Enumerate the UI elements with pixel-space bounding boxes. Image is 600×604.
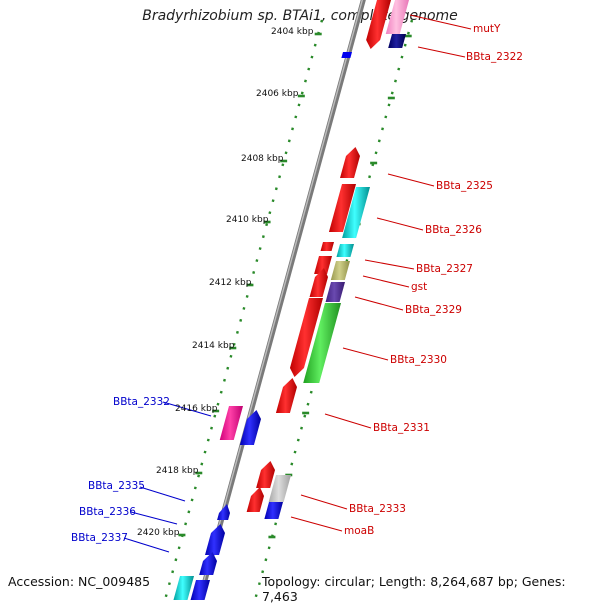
label-leader-line — [376, 217, 424, 231]
gene-label-bbta-2327[interactable]: BBta_2327 — [416, 263, 473, 275]
label-leader-line — [342, 347, 389, 361]
label-leader-line — [387, 173, 435, 187]
gene-bbta-2325-block[interactable] — [340, 147, 360, 178]
gene-label-bbta-2333[interactable]: BBta_2333 — [349, 503, 406, 515]
label-leader-line — [362, 275, 410, 288]
label-leader-line — [300, 494, 348, 510]
gene-red-2327b-block[interactable] — [314, 256, 332, 274]
label-leader-line — [409, 14, 472, 30]
gene-bbta-2326-block[interactable] — [342, 187, 370, 238]
gene-label-bbta-2335[interactable]: BBta_2335 — [88, 480, 145, 492]
gene-bbta-2335-block[interactable] — [217, 504, 230, 520]
tick-label-2418: 2418 kbp — [156, 466, 199, 476]
tick-label-2412: 2412 kbp — [209, 278, 252, 288]
label-leader-line — [354, 296, 404, 311]
gene-label-mutY[interactable]: mutY — [473, 23, 501, 35]
gene-bbta-2336-block[interactable] — [205, 524, 225, 555]
label-leader-line — [324, 413, 372, 429]
label-leader-line — [123, 537, 170, 553]
gene-bbta-2331-block[interactable] — [275, 378, 297, 413]
label-leader-line — [364, 259, 415, 270]
tick-label-2404: 2404 kbp — [271, 27, 314, 37]
gene-bbta-2325b-block[interactable] — [328, 184, 356, 232]
gene-label-moaB[interactable]: moaB — [344, 525, 374, 537]
gene-mutY-block[interactable] — [366, 0, 391, 49]
tick-label-2406: 2406 kbp — [256, 89, 299, 99]
label-leader-line — [139, 486, 186, 502]
gene-small-red-block[interactable] — [320, 242, 334, 251]
tick-label-2408: 2408 kbp — [241, 154, 284, 164]
gene-bbta-2332-block[interactable] — [219, 406, 243, 440]
accession-text: Accession: NC_009485 — [8, 574, 151, 589]
genome-backbone-highlight — [198, 0, 363, 600]
label-leader-line — [130, 511, 178, 525]
tick-label-2410: 2410 kbp — [226, 215, 269, 225]
gene-red-gst-block[interactable] — [309, 268, 328, 297]
gene-label-gst[interactable]: gst — [411, 281, 427, 293]
gene-label-bbta-2329[interactable]: BBta_2329 — [405, 304, 462, 316]
label-leader-group — [123, 14, 472, 553]
gene-label-bbta-2325[interactable]: BBta_2325 — [436, 180, 493, 192]
tick-label-2420: 2420 kbp — [137, 528, 180, 538]
label-leader-line — [290, 516, 343, 532]
outer-tick-track — [253, 19, 414, 600]
gene-label-bbta-2332[interactable]: BBta_2332 — [113, 396, 170, 408]
gene-label-bbta-2330[interactable]: BBta_2330 — [390, 354, 447, 366]
gene-blue-bottom-block[interactable] — [190, 580, 210, 600]
label-leader-line — [162, 401, 212, 417]
gene-cyan-bottom-block[interactable] — [173, 576, 194, 600]
gene-bbta-2329-block[interactable] — [325, 282, 345, 302]
gene-group — [173, 0, 409, 600]
gene-small-blue-top-block[interactable] — [341, 52, 352, 58]
gene-bbta-2337-block[interactable] — [199, 552, 217, 575]
gene-pink-top-block[interactable] — [385, 0, 409, 34]
gene-bbta-2332b-block[interactable] — [239, 410, 261, 445]
gene-gst-block[interactable] — [330, 261, 350, 280]
gene-bbta-2330b-block[interactable] — [303, 303, 341, 383]
gene-moaB-block[interactable] — [264, 502, 283, 519]
gene-bbta-2327-block[interactable] — [336, 244, 354, 257]
gene-bbta-2333-block[interactable] — [256, 461, 275, 488]
gene-bbta-2333b-block[interactable] — [268, 475, 291, 502]
gene-label-bbta-2331[interactable]: BBta_2331 — [373, 422, 430, 434]
gene-label-bbta-2326[interactable]: BBta_2326 — [425, 224, 482, 236]
gene-red-2333c-block[interactable] — [246, 487, 264, 512]
label-leader-line — [417, 46, 466, 58]
gene-bbta-2322-block[interactable] — [388, 34, 406, 48]
gene-label-bbta-2336[interactable]: BBta_2336 — [79, 506, 136, 518]
gene-label-bbta-2337[interactable]: BBta_2337 — [71, 532, 128, 544]
tick-label-2416: 2416 kbp — [175, 404, 218, 414]
inner-tick-track — [163, 19, 324, 600]
gene-bbta-2330-block[interactable] — [289, 298, 323, 377]
tick-label-2414: 2414 kbp — [192, 341, 235, 351]
gene-label-bbta-2322[interactable]: BBta_2322 — [466, 51, 523, 63]
